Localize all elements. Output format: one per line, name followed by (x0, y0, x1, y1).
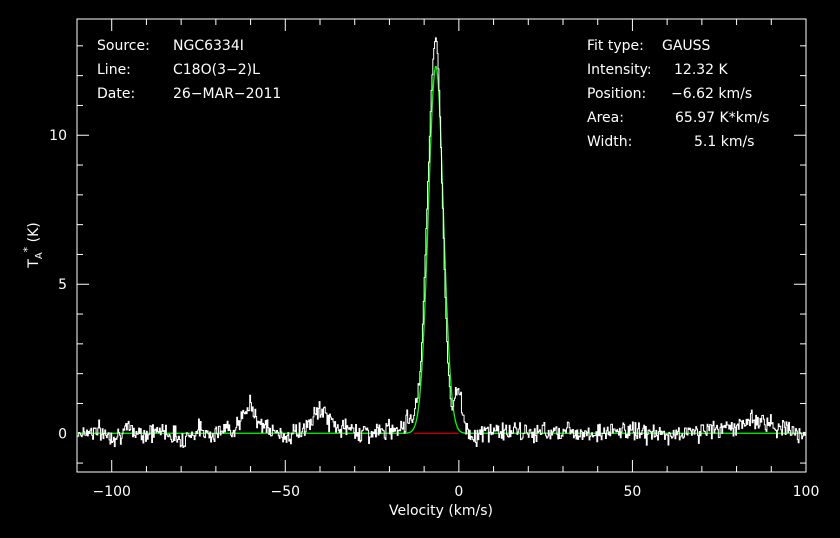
y-axis-label-main: T (26, 259, 42, 269)
fit-type-value: GAUSS (662, 38, 711, 54)
width-label: Width: (587, 134, 632, 150)
tick-labels: −100 −50 0 50 100 0 5 10 (49, 128, 819, 500)
intensity-value: 12.32 K (674, 62, 729, 78)
y-tick-label: 10 (49, 128, 67, 144)
y-axis-label: TA* (K) (21, 222, 45, 268)
position-value: −6.62 km/s (671, 86, 752, 102)
width-value: 5.1 km/s (694, 134, 754, 150)
source-label: Source: (97, 38, 150, 54)
fit-type-label: Fit type: (587, 38, 644, 54)
svg-text:TA* (K): TA* (K) (21, 222, 45, 268)
source-value: NGC6334I (173, 38, 244, 54)
x-tick-label: 0 (454, 484, 463, 500)
info-left: Source: NGC6334I Line: C18O(3−2)L Date: … (97, 38, 281, 102)
x-tick-label: 100 (793, 484, 820, 500)
x-tick-label: −100 (92, 484, 130, 500)
date-label: Date: (97, 86, 135, 102)
position-label: Position: (587, 86, 646, 102)
y-tick-label: 0 (58, 426, 67, 442)
x-tick-label: −50 (271, 484, 301, 500)
line-value: C18O(3−2)L (173, 62, 260, 78)
y-tick-label: 5 (58, 277, 67, 293)
y-axis-label-sup: * (21, 246, 34, 252)
x-axis-label: Velocity (km/s) (389, 503, 493, 519)
y-axis-label-unit: (K) (26, 222, 42, 242)
line-label: Line: (97, 62, 131, 78)
x-tick-label: 50 (624, 484, 642, 500)
info-right: Fit type: GAUSS Intensity: 12.32 K Posit… (587, 38, 769, 150)
date-value: 26−MAR−2011 (173, 86, 281, 102)
plot-frame (76, 18, 807, 473)
series-layer (77, 37, 806, 448)
area-value: 65.97 K*km/s (675, 110, 769, 126)
spectrum-line (77, 37, 806, 448)
y-axis-label-sub: A (34, 252, 45, 259)
area-label: Area: (587, 110, 624, 126)
intensity-label: Intensity: (587, 62, 652, 78)
